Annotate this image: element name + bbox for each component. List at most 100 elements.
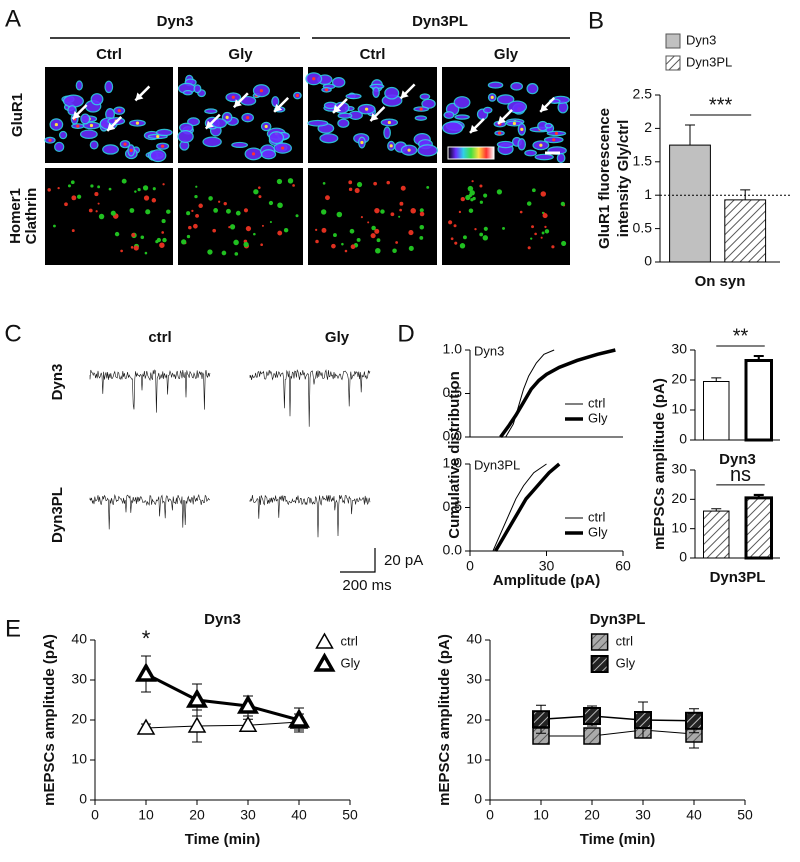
- label: 50: [737, 807, 753, 823]
- dot: [470, 198, 474, 202]
- hot: [129, 148, 133, 153]
- dot: [534, 232, 537, 236]
- dot: [540, 236, 543, 239]
- label: ***: [709, 94, 733, 116]
- dot: [53, 224, 56, 228]
- dot: [287, 178, 294, 184]
- dot: [479, 200, 483, 204]
- hot: [135, 121, 140, 125]
- blob: [307, 119, 329, 127]
- dot: [70, 180, 75, 185]
- image-homer-clathrin: [308, 168, 437, 265]
- dot: [233, 239, 239, 246]
- blob: [155, 128, 173, 137]
- trace: [89, 493, 210, 530]
- blob: [204, 108, 218, 114]
- label: 0: [644, 253, 652, 269]
- marker: [187, 716, 207, 733]
- hot: [264, 124, 268, 129]
- arrow-head: [333, 104, 342, 113]
- hot: [54, 122, 58, 127]
- label: 2.5: [633, 86, 653, 102]
- label: Gly: [616, 655, 636, 670]
- label: Dyn3: [474, 343, 504, 358]
- dot: [90, 184, 94, 188]
- dot: [292, 184, 295, 187]
- label: Dyn3: [157, 13, 194, 30]
- dot: [258, 195, 262, 199]
- label: Dyn3: [204, 611, 241, 628]
- dot: [551, 245, 555, 249]
- dot: [458, 210, 462, 214]
- label: 0: [474, 791, 482, 807]
- dot: [483, 193, 488, 198]
- label: 30: [466, 671, 482, 687]
- label: Dyn3PL: [474, 457, 520, 472]
- label: D: [397, 320, 414, 347]
- blob: [177, 130, 194, 144]
- trace: [89, 369, 211, 413]
- dot: [243, 208, 249, 213]
- dot: [454, 241, 458, 245]
- marker: [583, 727, 601, 745]
- hot: [387, 120, 391, 125]
- dot: [453, 224, 457, 228]
- dot: [350, 244, 356, 250]
- hot: [156, 134, 160, 139]
- bar: [744, 359, 773, 442]
- dot: [186, 234, 191, 239]
- dot: [375, 248, 381, 254]
- blob: [517, 138, 526, 151]
- dot: [253, 189, 259, 195]
- dot: [471, 180, 474, 183]
- dot: [88, 208, 93, 213]
- dot: [448, 220, 453, 225]
- dot: [540, 191, 547, 197]
- dot: [260, 243, 263, 247]
- dot: [560, 201, 565, 206]
- label: Dyn3: [686, 32, 716, 47]
- blob: [482, 106, 493, 114]
- blob: [193, 84, 202, 94]
- blob: [89, 140, 99, 150]
- label: Dyn3PL: [710, 569, 766, 586]
- arrow-head: [135, 92, 144, 101]
- dot: [386, 180, 390, 185]
- blob: [496, 140, 514, 149]
- dot: [95, 210, 98, 213]
- dot: [373, 181, 378, 186]
- hot: [161, 144, 165, 148]
- dot: [228, 226, 231, 229]
- label: 40: [686, 807, 702, 823]
- dot: [541, 231, 545, 235]
- label: 30: [671, 461, 687, 477]
- dot: [336, 211, 343, 218]
- hot: [497, 131, 502, 135]
- dot: [465, 194, 471, 201]
- label: 30: [671, 341, 687, 357]
- blob: [372, 86, 380, 98]
- label: 20: [671, 371, 687, 387]
- legend-marker: [590, 633, 609, 651]
- dot: [134, 190, 137, 193]
- dot: [131, 232, 136, 238]
- dot: [181, 239, 187, 245]
- blob: [80, 113, 91, 125]
- error-bar: [753, 354, 764, 361]
- dot: [483, 226, 488, 231]
- dot: [398, 215, 401, 218]
- hot: [389, 144, 393, 148]
- dot: [268, 200, 274, 206]
- blob: [443, 111, 455, 119]
- label: Gly: [325, 329, 350, 346]
- dot: [144, 251, 148, 255]
- dot: [212, 228, 217, 233]
- dot: [258, 186, 261, 189]
- dot: [253, 232, 256, 236]
- hot: [360, 140, 364, 145]
- blob: [62, 94, 84, 108]
- line: [145, 672, 300, 722]
- trace: [249, 494, 371, 538]
- dot: [325, 195, 330, 201]
- arrow-head: [205, 120, 214, 129]
